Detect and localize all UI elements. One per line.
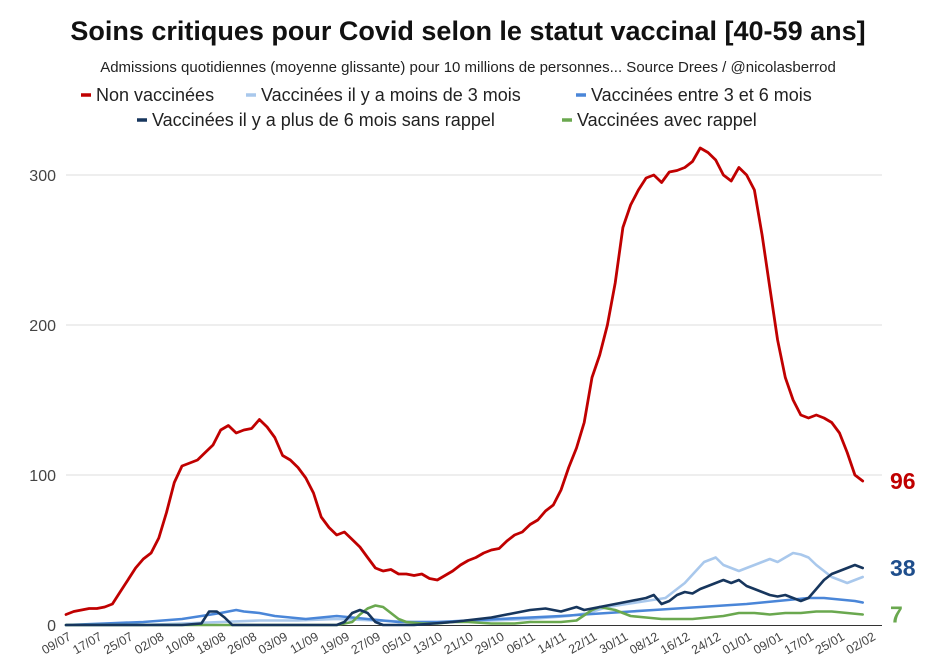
series-line: [64, 563, 865, 627]
x-tick-label: 25/07: [101, 629, 135, 657]
legend-label: Vaccinées il y a plus de 6 mois sans rap…: [152, 110, 495, 130]
y-tick-label: 300: [29, 168, 56, 185]
x-tick-label: 11/09: [288, 629, 321, 656]
y-axis-ticks: 0 100 200 300: [29, 168, 56, 635]
x-tick-label: 17/07: [70, 629, 104, 657]
legend-label: Vaccinées avec rappel: [577, 110, 757, 130]
legend: Non vaccinées Vaccinées il y a moins de 3…: [81, 85, 812, 130]
x-tick-label: 10/08: [163, 629, 197, 657]
series-line: [64, 146, 865, 616]
x-tick-label: 25/01: [813, 629, 847, 657]
legend-item: Vaccinées il y a moins de 3 mois: [246, 85, 521, 105]
end-value-label: 7: [890, 602, 903, 628]
x-tick-label: 05/10: [380, 629, 414, 657]
x-tick-label: 14/11: [535, 629, 568, 656]
x-tick-label: 18/08: [194, 629, 228, 657]
x-tick-label: 22/11: [566, 629, 599, 656]
end-labels: 96 38 7: [890, 468, 916, 628]
x-tick-label: 29/10: [473, 629, 507, 657]
x-tick-label: 09/07: [39, 629, 73, 657]
x-tick-label: 09/01: [751, 629, 785, 657]
x-tick-label: 19/09: [318, 629, 352, 657]
end-value-label: 38: [890, 555, 916, 581]
x-tick-label: 06/11: [504, 629, 537, 656]
x-axis-ticks: 09/0717/0725/0702/0810/0818/0826/0803/09…: [39, 629, 878, 657]
x-tick-label: 16/12: [658, 629, 692, 657]
chart-subtitle: Admissions quotidiennes (moyenne glissan…: [100, 59, 836, 76]
x-tick-label: 27/09: [349, 629, 383, 657]
legend-item: Vaccinées avec rappel: [562, 110, 757, 130]
y-tick-label: 0: [47, 618, 56, 635]
legend-label: Non vaccinées: [96, 85, 214, 105]
legend-item: Non vaccinées: [81, 85, 214, 105]
x-tick-label: 26/08: [225, 629, 259, 657]
chart-title: Soins critiques pour Covid selon le stat…: [70, 16, 865, 46]
x-tick-label: 17/01: [782, 629, 816, 657]
series-lines: [64, 146, 865, 627]
x-tick-label: 01/01: [720, 629, 754, 657]
end-value-label: 96: [890, 468, 916, 494]
x-tick-label: 02/02: [844, 629, 878, 657]
legend-label: Vaccinées il y a moins de 3 mois: [261, 85, 521, 105]
legend-item: Vaccinées il y a plus de 6 mois sans rap…: [137, 110, 495, 130]
x-tick-label: 13/10: [411, 629, 445, 657]
y-tick-label: 100: [29, 468, 56, 485]
legend-item: Vaccinées entre 3 et 6 mois: [576, 85, 812, 105]
x-tick-label: 30/11: [597, 629, 630, 656]
series-line: [64, 604, 865, 627]
x-tick-label: 08/12: [627, 629, 661, 657]
x-tick-label: 02/08: [132, 629, 166, 657]
x-tick-label: 24/12: [689, 629, 723, 657]
x-tick-label: 21/10: [442, 629, 476, 657]
x-tick-label: 03/09: [256, 629, 290, 657]
y-tick-label: 200: [29, 318, 56, 335]
legend-label: Vaccinées entre 3 et 6 mois: [591, 85, 812, 105]
